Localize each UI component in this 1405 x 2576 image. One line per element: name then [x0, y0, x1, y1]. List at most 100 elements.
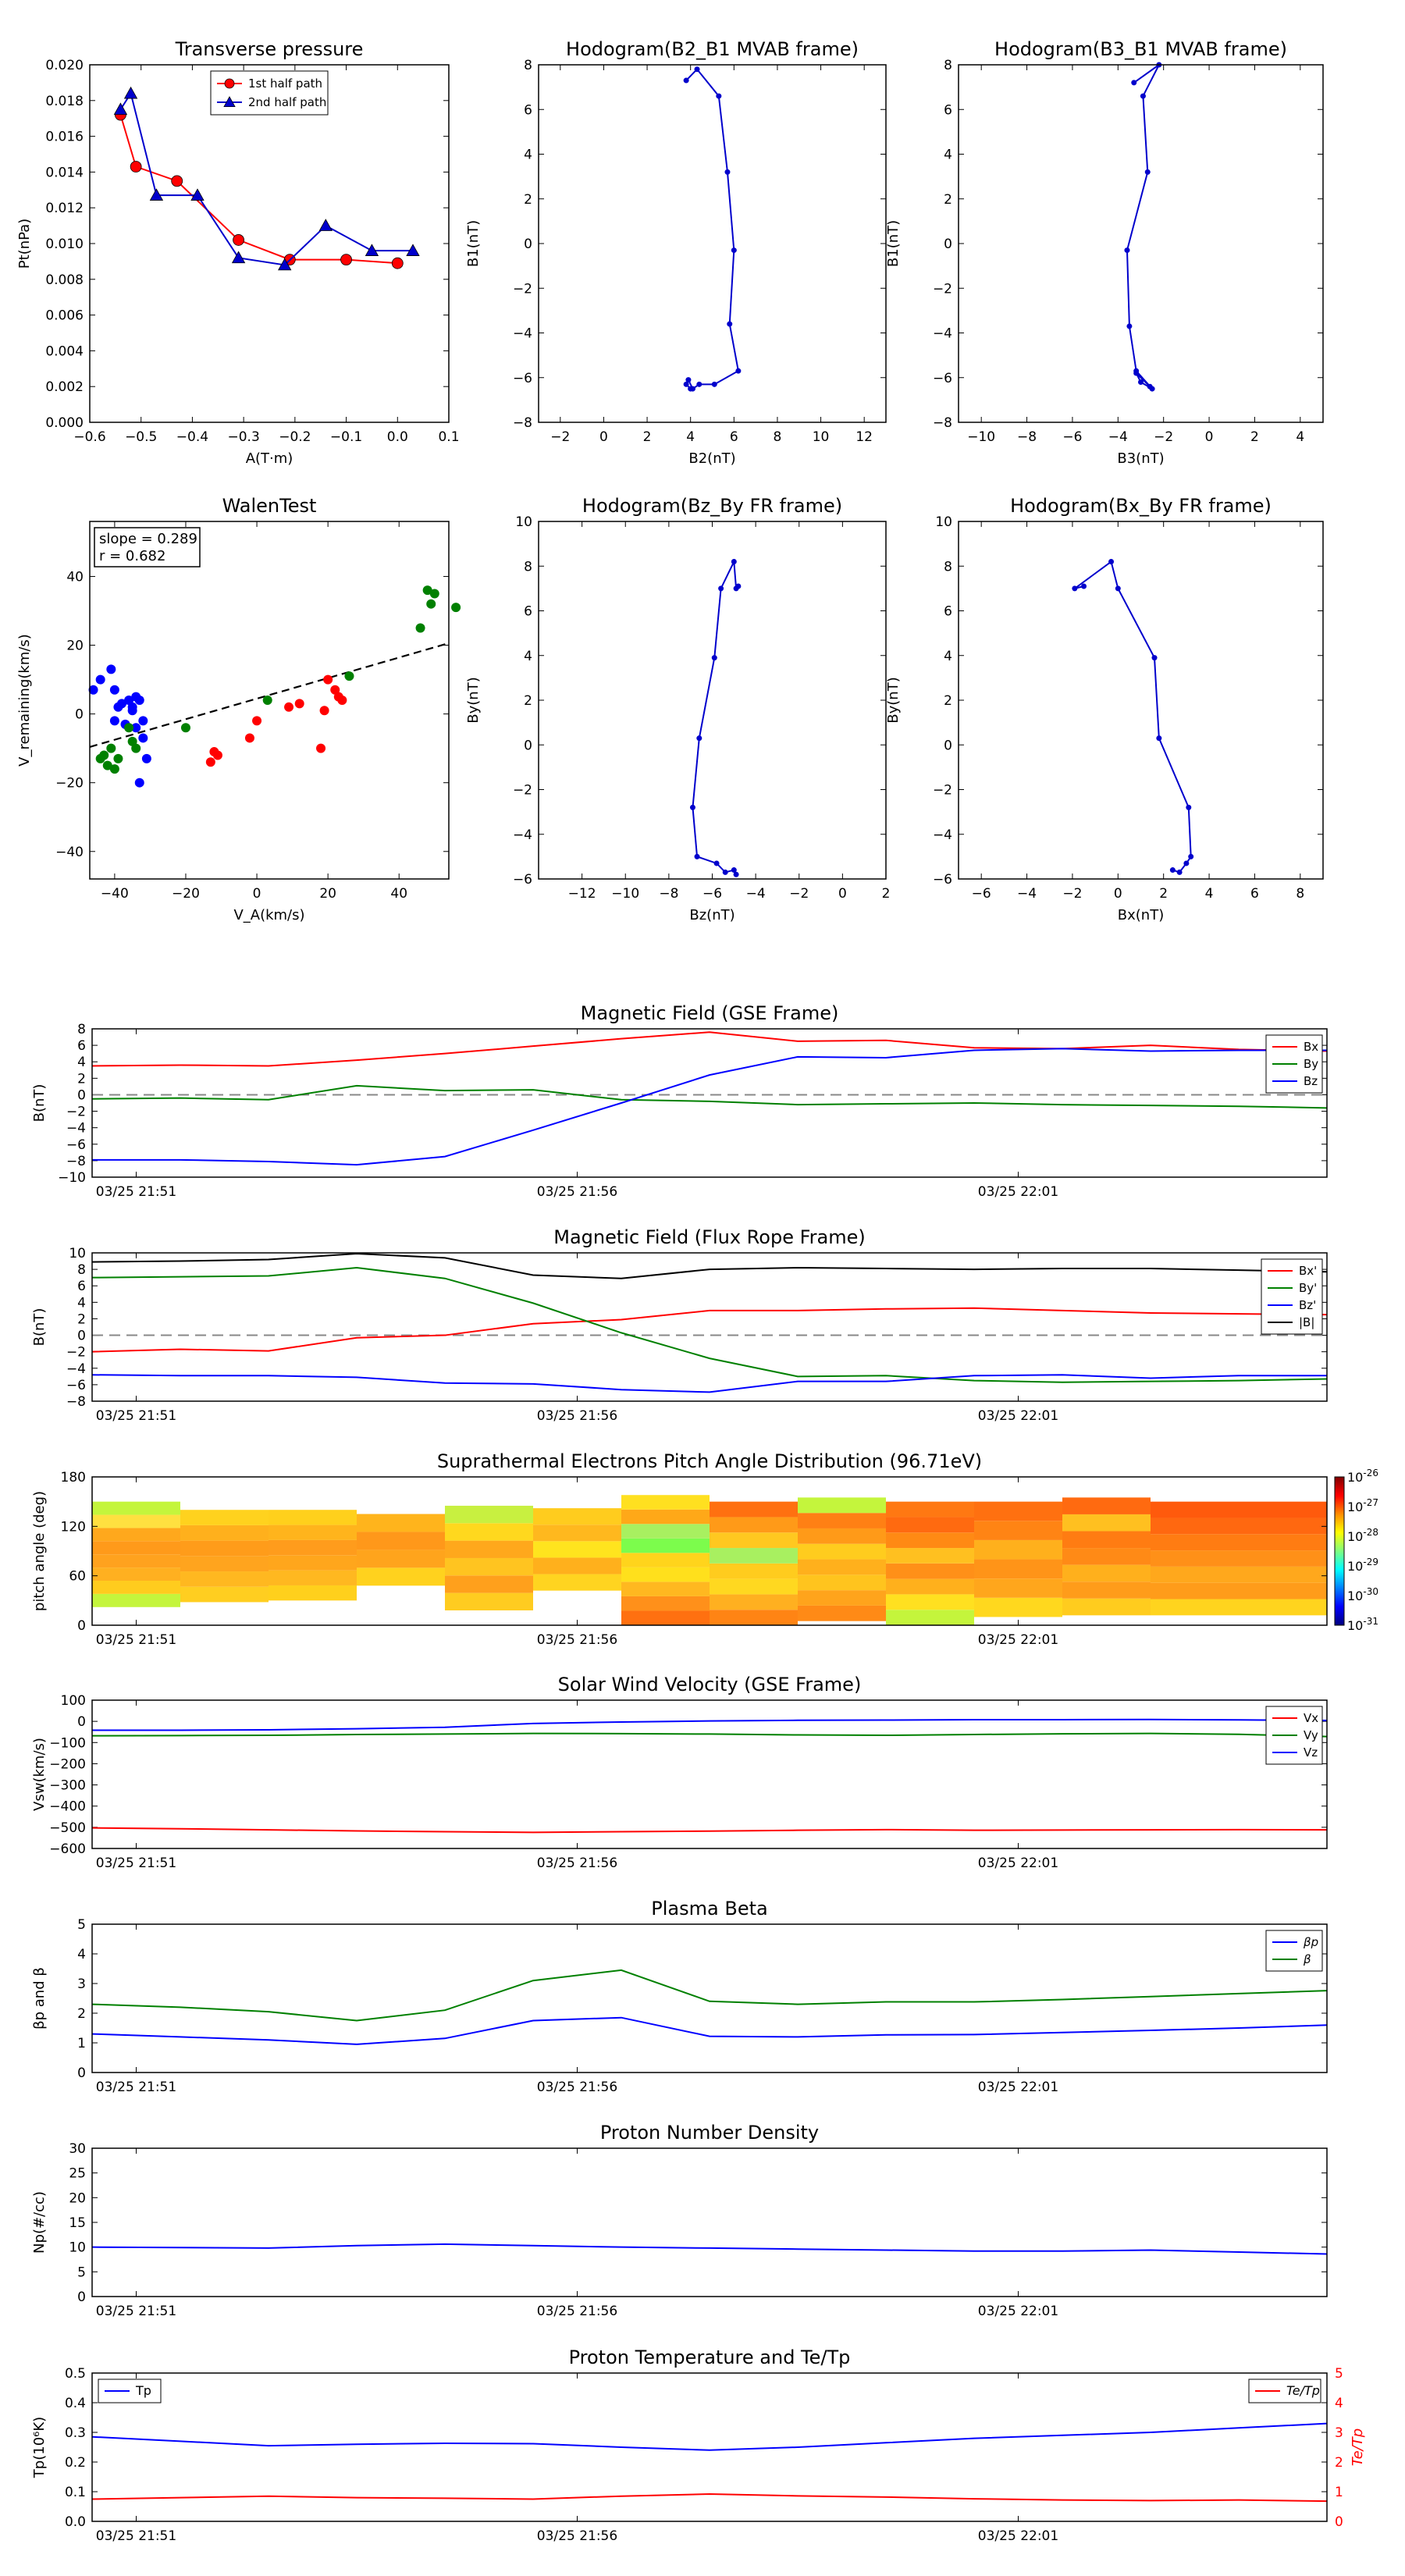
y-tick-label: −100 [49, 1735, 86, 1751]
x-tick-label: −0.5 [125, 429, 157, 445]
x-tick-label: 6 [730, 429, 738, 445]
y-tick-label: 0 [524, 738, 532, 753]
y-tick-label: 4 [524, 649, 532, 664]
heatmap-cell [1062, 1582, 1151, 1599]
x-tick-label: 0 [838, 886, 847, 902]
x-tick-label: 0.0 [387, 429, 408, 445]
chart-title: Hodogram(Bz_By FR frame) [582, 495, 842, 517]
y-tick-label: −4 [66, 1121, 86, 1137]
x-tick-label: 03/25 21:56 [537, 2528, 617, 2544]
colorbar-label: 10-27 [1347, 1497, 1378, 1514]
chart-title: Proton Temperature and Te/Tp [569, 2347, 851, 2368]
x-tick-label: −8 [659, 886, 678, 902]
y-tick-label: 4 [77, 1295, 86, 1311]
data-point [711, 655, 717, 661]
legend-marker [224, 78, 235, 89]
heatmap-cell [974, 1578, 1062, 1598]
y-tick-label: 8 [524, 58, 532, 73]
series-line [92, 1718, 1328, 1731]
y-tick-label: 0.006 [45, 308, 84, 324]
data-point [724, 169, 731, 175]
legend-label: Bz [1304, 1074, 1318, 1088]
data-point [233, 234, 244, 246]
series-line [91, 2493, 1328, 2503]
data-point [718, 585, 724, 592]
y-tick-label: 3 [77, 1976, 86, 1992]
y-tick-label: 0 [77, 1329, 86, 1344]
data-point [109, 764, 119, 774]
data-point [451, 603, 461, 613]
y-tick-label: 30 [69, 2141, 86, 2157]
plot-frame [91, 1699, 1328, 1849]
y-tick-label: 4 [944, 649, 952, 664]
chart-h3: Hodogram(Bz_By FR frame) −6 −4 −2 0 2 4 6 8 10 −12… [465, 495, 890, 923]
y-tick-label: 10 [69, 2240, 86, 2256]
heatmap-cell [180, 1556, 269, 1572]
heatmap-cell [269, 1585, 357, 1601]
y-tick-label: 2 [944, 693, 952, 709]
heatmap-cell [180, 1571, 269, 1587]
y-tick-label: 6 [77, 1279, 86, 1294]
y-tick-label: 0.008 [45, 272, 84, 288]
y-axis-label: By(nT) [885, 677, 902, 723]
data-point [731, 247, 737, 254]
plot-frame [91, 1252, 1328, 1402]
y-tick-label: −6 [513, 371, 532, 386]
y-tick-label: −6 [513, 872, 532, 888]
y-tick-label: −300 [49, 1778, 86, 1794]
data-point [1151, 655, 1158, 661]
y-tick-label: 0.010 [45, 237, 84, 252]
y-tick-label: 6 [944, 102, 952, 118]
series-line [92, 1048, 1327, 1166]
data-point [323, 674, 333, 685]
data-point [1176, 869, 1183, 875]
x-tick-label: −4 [1108, 429, 1128, 445]
y-tick-label: −400 [49, 1799, 86, 1815]
x-tick-label: 03/25 21:51 [96, 2528, 176, 2544]
plot-frame [89, 521, 450, 880]
y-axis-label: Pt(nPa) [16, 219, 33, 269]
data-point [735, 368, 742, 374]
data-point [190, 188, 205, 201]
chart-walen: WalenTest −40 −20 0 20 40 −40 −20 0 20 40 V_A(km/s)… [16, 495, 461, 923]
data-point [1169, 867, 1176, 873]
data-point [113, 753, 123, 763]
y-tick-label: 10 [935, 514, 952, 530]
y-tick-label: −2 [933, 281, 952, 297]
data-point [391, 257, 404, 269]
y-tick-label: −20 [55, 776, 84, 792]
y-tick-label: 8 [944, 58, 952, 73]
y-axis-label: βp and β [31, 1967, 48, 2030]
y-right-axis-label: Te/Tp [1350, 2428, 1366, 2466]
y-tick-label: 1 [77, 2036, 86, 2051]
y-tick-label: −8 [66, 1394, 86, 1410]
data-point [205, 757, 215, 767]
series-line [91, 2016, 1328, 2045]
x-tick-label: 2 [1250, 429, 1259, 445]
y-axis-label: B(nT) [31, 1084, 48, 1123]
legend-label: Bx' [1299, 1264, 1317, 1278]
heatmap-cell [1062, 1598, 1151, 1616]
x-tick-label: −10 [967, 429, 995, 445]
heatmap-cell [886, 1610, 974, 1625]
y-tick-label: 100 [61, 1693, 86, 1709]
y-tick-label: 6 [944, 604, 952, 620]
y-tick-label: 20 [66, 639, 84, 654]
y-tick-label: 0.1 [65, 2485, 86, 2500]
x-tick-label: −4 [746, 886, 766, 902]
plot-frame [91, 2147, 1328, 2297]
x-tick-label: −0.1 [330, 429, 362, 445]
data-point [318, 219, 333, 231]
y-tick-label: 2 [77, 1071, 86, 1087]
plot-frame [91, 1476, 1328, 1626]
data-point [1156, 735, 1162, 742]
data-point [171, 175, 183, 187]
x-tick-label: 10 [813, 429, 830, 445]
plot-frame [91, 2372, 1328, 2522]
chart-pt: Transverse pressure 0.000 0.002 0.004 0.006 0… [16, 38, 460, 467]
heatmap-cell [1151, 1534, 1327, 1551]
heatmap-cell [1062, 1531, 1151, 1549]
plot-frame [91, 1923, 1328, 2073]
data-point [109, 685, 119, 695]
data-point [180, 723, 190, 733]
